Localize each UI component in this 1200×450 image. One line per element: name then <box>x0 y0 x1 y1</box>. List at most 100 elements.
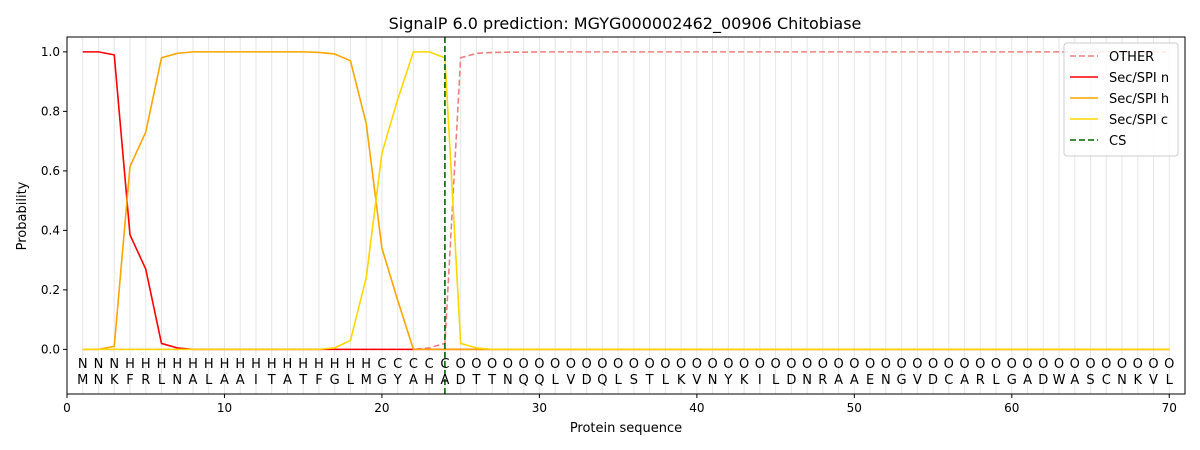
x-tick-label: 10 <box>217 401 232 415</box>
residue-label: O <box>944 357 954 372</box>
y-axis-label: Probability <box>15 181 30 250</box>
residue-letter: S <box>630 373 638 388</box>
x-tick-label: 40 <box>689 401 704 415</box>
residue-label: O <box>928 357 938 372</box>
residue-label: O <box>865 357 875 372</box>
residue-label: H <box>283 357 293 372</box>
grid <box>82 37 1170 394</box>
residue-letter: M <box>361 373 372 388</box>
residue-label: C <box>440 357 449 372</box>
residue-letter: H <box>424 373 434 388</box>
residue-label: N <box>109 357 119 372</box>
residue-letter: N <box>802 373 812 388</box>
residue-letter: L <box>615 373 623 388</box>
residue-label: O <box>629 357 639 372</box>
residue-label: O <box>802 357 812 372</box>
residue-label: C <box>393 357 402 372</box>
residue-label: O <box>1038 357 1048 372</box>
x-tick-label: 0 <box>63 401 71 415</box>
residue-label: O <box>1148 357 1158 372</box>
residue-label: H <box>188 357 198 372</box>
residue-label: O <box>849 357 859 372</box>
residue-letter: K <box>740 373 749 388</box>
residue-label: O <box>1054 357 1064 372</box>
residue-letter: L <box>552 373 560 388</box>
residue-label: H <box>330 357 340 372</box>
residue-label: O <box>550 357 560 372</box>
chart-title: SignalP 6.0 prediction: MGYG000002462_00… <box>389 14 862 34</box>
residue-label: C <box>377 357 386 372</box>
residue-letter: Q <box>534 373 544 388</box>
residue-letter: K <box>1133 373 1142 388</box>
residue-letter: R <box>818 373 827 388</box>
y-tick-label: 0.0 <box>41 342 60 356</box>
residue-label: O <box>676 357 686 372</box>
residue-letter: N <box>881 373 891 388</box>
residue-letter: A <box>850 373 859 388</box>
residue-label: O <box>786 357 796 372</box>
residue-letter: Y <box>723 373 732 388</box>
residue-letter: N <box>1117 373 1127 388</box>
residue-label: O <box>597 357 607 372</box>
residue-letter: A <box>1023 373 1032 388</box>
series-layer <box>82 37 1170 394</box>
x-tick-label: 60 <box>1004 401 1019 415</box>
residue-letter: V <box>913 373 922 388</box>
residue-letter: F <box>315 373 322 388</box>
residue-label: H <box>204 357 214 372</box>
residue-letter: G <box>330 373 340 388</box>
residue-label: O <box>881 357 891 372</box>
residue-label: H <box>141 357 151 372</box>
residue-label: O <box>818 357 828 372</box>
residue-letter: L <box>347 373 355 388</box>
legend-label: Sec/SPI c <box>1109 113 1168 128</box>
residue-label: H <box>267 357 277 372</box>
residue-letter: E <box>866 373 874 388</box>
x-tick-label: 30 <box>532 401 547 415</box>
residue-letter: T <box>487 373 496 388</box>
legend: OTHER Sec/SPI n Sec/SPI h Sec/SPI c CS <box>1063 42 1179 157</box>
x-tick-label: 70 <box>1162 401 1177 415</box>
residue-label: O <box>833 357 843 372</box>
residue-letter: R <box>141 373 150 388</box>
residue-label: O <box>959 357 969 372</box>
residue-letter: G <box>897 373 907 388</box>
residue-label: N <box>78 357 88 372</box>
residue-label: O <box>975 357 985 372</box>
x-tick-label: 50 <box>847 401 862 415</box>
residue-letter: V <box>1149 373 1158 388</box>
residue-letter: N <box>708 373 718 388</box>
residue-label: O <box>755 357 765 372</box>
legend-label: CS <box>1109 134 1126 149</box>
residue-label: H <box>298 357 308 372</box>
residue-label: O <box>503 357 513 372</box>
residue-label: H <box>235 357 245 372</box>
residue-label: N <box>94 357 104 372</box>
residue-label: O <box>1101 357 1111 372</box>
residue-letter: A <box>834 373 843 388</box>
residue-letter: I <box>254 373 258 388</box>
residue-letter: A <box>220 373 229 388</box>
residue-letter: K <box>677 373 686 388</box>
residue-label: O <box>645 357 655 372</box>
residue-label: O <box>519 357 529 372</box>
residue-letter: D <box>786 373 796 388</box>
residue-label: O <box>692 357 702 372</box>
residue-label: H <box>125 357 135 372</box>
x-axis-label: Protein sequence <box>570 421 682 436</box>
legend-label: Sec/SPI h <box>1109 92 1169 107</box>
residue-label: O <box>770 357 780 372</box>
residue-label: H <box>157 357 167 372</box>
residue-letter: D <box>456 373 466 388</box>
residue-letter: V <box>692 373 701 388</box>
residue-letter: T <box>645 373 654 388</box>
residue-letter: Q <box>519 373 529 388</box>
residue-label: O <box>456 357 466 372</box>
y-tick-label: 0.4 <box>41 223 60 237</box>
residue-letter: W <box>1053 373 1066 388</box>
residue-label: O <box>613 357 623 372</box>
residue-label: O <box>739 357 749 372</box>
residue-letter: L <box>662 373 670 388</box>
